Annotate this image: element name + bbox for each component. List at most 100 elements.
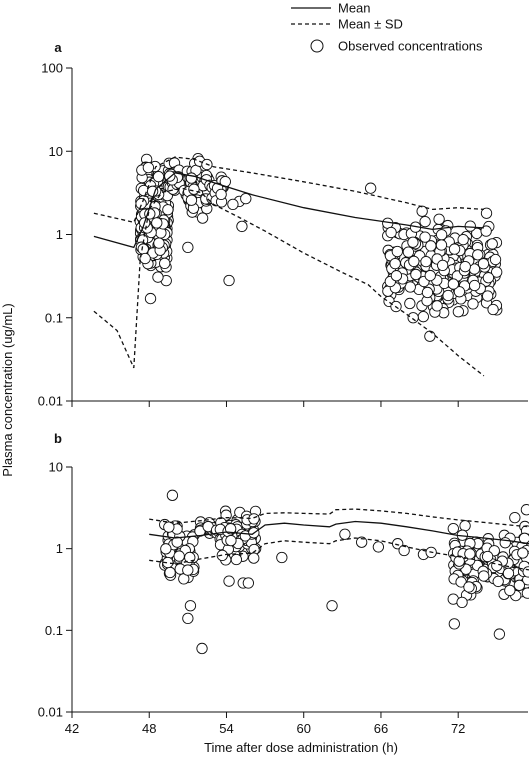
observed-point <box>223 274 235 287</box>
observed-point <box>166 489 179 501</box>
observed-point <box>276 551 288 564</box>
observed-point <box>160 543 172 555</box>
observed-point <box>182 564 194 576</box>
y-tick-label: 0.1 <box>45 623 63 638</box>
y-tick-label: 0.01 <box>38 394 63 409</box>
observed-point <box>196 212 209 224</box>
observed-point <box>421 286 434 299</box>
observed-point <box>431 300 443 312</box>
observed-point <box>472 249 484 261</box>
y-tick-label: 10 <box>49 460 63 475</box>
observed-point <box>173 550 185 562</box>
observed-point <box>455 576 467 588</box>
observed-point <box>504 584 516 597</box>
observed-point <box>171 536 183 548</box>
y-tick-label: 10 <box>49 144 63 159</box>
observed-point <box>453 555 465 567</box>
observed-point <box>137 243 149 255</box>
observed-point <box>482 272 495 284</box>
observed-point <box>464 220 476 232</box>
observed-point <box>339 528 351 540</box>
observed-point <box>224 523 237 535</box>
y-tick-label: 100 <box>41 61 63 76</box>
observed-point <box>417 311 429 323</box>
observed-point <box>185 194 198 206</box>
observed-point <box>164 566 176 579</box>
observed-point <box>493 628 506 640</box>
observed-point <box>182 241 194 254</box>
observed-point <box>489 253 502 266</box>
observed-point <box>398 544 410 557</box>
observed-point <box>223 575 235 587</box>
observed-point <box>146 185 159 197</box>
observed-point <box>135 198 147 210</box>
observed-point <box>481 290 494 302</box>
observed-point <box>448 243 461 255</box>
observed-point <box>499 537 511 549</box>
observed-point <box>459 261 471 273</box>
observed-point <box>236 220 248 233</box>
observed-point <box>139 252 151 265</box>
panel-letter: b <box>54 431 62 446</box>
observed-point <box>478 570 490 582</box>
observed-point <box>435 229 448 241</box>
observed-point <box>152 171 165 183</box>
x-axis-title: Time after dose administration (h) <box>204 740 398 755</box>
x-tick-label: 60 <box>296 721 310 736</box>
observed-point <box>467 298 479 310</box>
observed-point <box>184 600 197 612</box>
observed-point <box>419 215 431 228</box>
observed-point <box>385 226 397 239</box>
legend-label: Mean <box>338 1 371 16</box>
observed-point <box>142 161 155 174</box>
observed-point <box>447 522 459 535</box>
observed-point <box>185 172 198 184</box>
observed-points <box>159 489 529 655</box>
observed-point <box>464 548 476 560</box>
observed-point <box>481 550 494 563</box>
mean-line <box>149 520 529 545</box>
observed-point <box>509 511 521 524</box>
observed-point <box>468 279 481 292</box>
y-tick-label: 1 <box>56 541 63 556</box>
observed-point <box>390 270 403 282</box>
observed-point <box>188 183 200 195</box>
observed-point <box>215 188 227 201</box>
observed-point <box>491 560 503 572</box>
observed-point <box>517 547 529 559</box>
observed-point <box>502 567 515 580</box>
observed-point <box>491 266 503 278</box>
observed-point <box>402 246 415 258</box>
x-tick-label: 72 <box>451 721 465 736</box>
observed-point <box>459 520 471 532</box>
observed-point <box>230 553 243 566</box>
y-tick-label: 0.01 <box>38 705 63 720</box>
observed-point <box>452 306 465 318</box>
legend-label: Mean ± SD <box>338 17 403 32</box>
observed-point <box>392 538 404 550</box>
observed-point <box>522 566 529 578</box>
observed-point <box>144 292 157 305</box>
observed-point <box>447 278 460 290</box>
observed-point <box>453 286 466 298</box>
mean-line <box>93 172 484 249</box>
observed-point <box>435 239 448 251</box>
observed-point <box>513 579 525 591</box>
observed-point <box>456 596 468 609</box>
y-tick-label: 0.1 <box>45 310 63 325</box>
panel-a: a 0.01 0.1 1 10 100 <box>38 40 528 409</box>
observed-point <box>162 556 174 569</box>
observed-point <box>389 258 401 270</box>
observed-point <box>196 642 208 655</box>
observed-point <box>152 271 164 283</box>
observed-point <box>182 612 194 625</box>
observed-point <box>433 213 445 225</box>
x-tick-label: 54 <box>219 721 233 736</box>
observed-point <box>487 303 499 316</box>
sd-line <box>93 156 484 224</box>
observed-point <box>225 534 237 547</box>
observed-point <box>151 217 163 229</box>
observed-point <box>477 258 490 270</box>
